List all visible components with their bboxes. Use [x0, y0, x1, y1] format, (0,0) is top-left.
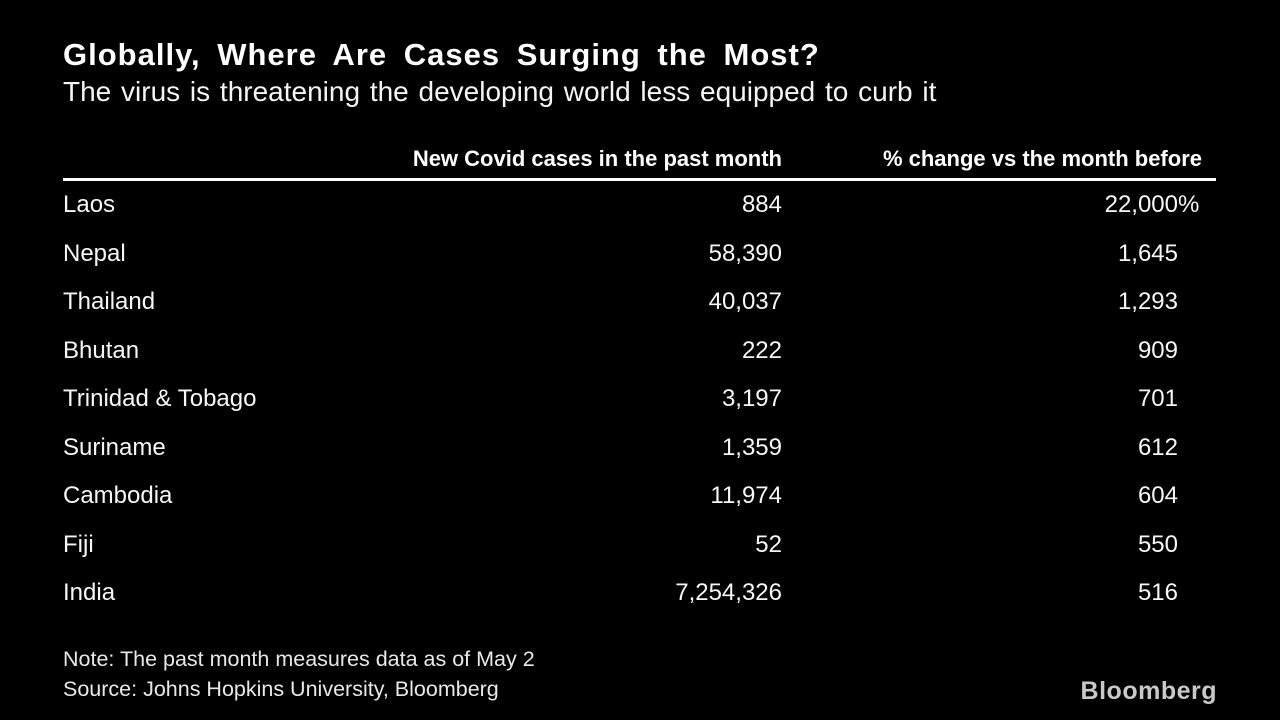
pct-value: 550 [1137, 530, 1178, 558]
pct-value: 604 [1137, 482, 1178, 510]
cases-cell: 40,037 [708, 288, 782, 316]
chart-footnotes: Note: The past month measures data as of… [63, 645, 535, 704]
cases-cell: 7,254,326 [675, 579, 782, 607]
pct-column-header: % change vs the month before [882, 146, 1202, 171]
table-row: Nepal 58,390 1,645 [63, 230, 1202, 279]
table-body: Laos 884 22,000% Nepal 58,390 1,645 Thai… [63, 181, 1202, 618]
country-cell: Bhutan [63, 336, 140, 364]
pct-value: 612 [1137, 433, 1178, 461]
table-row: Bhutan 222 909 [63, 327, 1202, 376]
cases-cell: 52 [755, 530, 782, 558]
cases-column-header: New Covid cases in the past month [412, 146, 782, 171]
country-cell: Fiji [63, 530, 94, 558]
table-row: India 7,254,326 516 [63, 569, 1202, 618]
table-row: Suriname 1,359 612 [63, 424, 1202, 473]
pct-cell: 612 [782, 433, 1202, 461]
cases-cell: 222 [741, 336, 782, 364]
pct-value: 909 [1137, 336, 1178, 364]
pct-cell: 550 [782, 530, 1202, 558]
table-row: Cambodia 11,974 604 [63, 472, 1202, 521]
table-row: Trinidad & Tobago 3,197 701 [63, 375, 1202, 424]
bloomberg-logo: Bloomberg [1080, 677, 1217, 705]
pct-cell: 701 [782, 387, 1202, 411]
pct-value: 1,293 [1117, 288, 1178, 316]
cases-cell: 3,197 [721, 385, 782, 413]
country-cell: Laos [63, 191, 116, 219]
source-text: Source: Johns Hopkins University, Bloomb… [63, 676, 499, 701]
country-cell: Cambodia [63, 482, 173, 510]
cases-cell: 11,974 [710, 482, 782, 510]
header-divider [63, 178, 1216, 181]
pct-cell: 909 [782, 336, 1202, 364]
pct-cell: 1,293 [782, 290, 1202, 314]
pct-value: 22,000 [1104, 191, 1178, 219]
country-cell: Suriname [63, 433, 166, 461]
pct-value: 701 [1137, 385, 1178, 413]
cases-cell: 884 [741, 191, 782, 219]
country-cell: Nepal [63, 239, 126, 267]
chart-header: Globally, Where Are Cases Surging the Mo… [63, 36, 936, 109]
pct-cell: 1,645 [782, 239, 1202, 267]
table-row: Laos 884 22,000% [63, 181, 1202, 230]
pct-cell: 516 [782, 581, 1202, 605]
country-cell: India [63, 579, 116, 607]
pct-suffix: % [1178, 191, 1200, 219]
cases-cell: 1,359 [721, 433, 782, 461]
page-subtitle: The virus is threatening the developing … [63, 76, 937, 107]
table-header-row: New Covid cases in the past month % chan… [63, 140, 1202, 178]
page-title: Globally, Where Are Cases Surging the Mo… [63, 37, 820, 72]
pct-value: 516 [1137, 579, 1178, 607]
country-cell: Trinidad & Tobago [63, 385, 257, 413]
pct-cell: 604 [782, 484, 1202, 508]
data-table: New Covid cases in the past month % chan… [63, 140, 1216, 618]
pct-cell: 22,000% [782, 193, 1202, 217]
table-row: Fiji 52 550 [63, 521, 1202, 570]
cases-cell: 58,390 [708, 239, 782, 267]
pct-value: 1,645 [1117, 239, 1178, 267]
country-cell: Thailand [63, 288, 156, 316]
table-row: Thailand 40,037 1,293 [63, 278, 1202, 327]
note-text: Note: The past month measures data as of… [63, 647, 535, 671]
